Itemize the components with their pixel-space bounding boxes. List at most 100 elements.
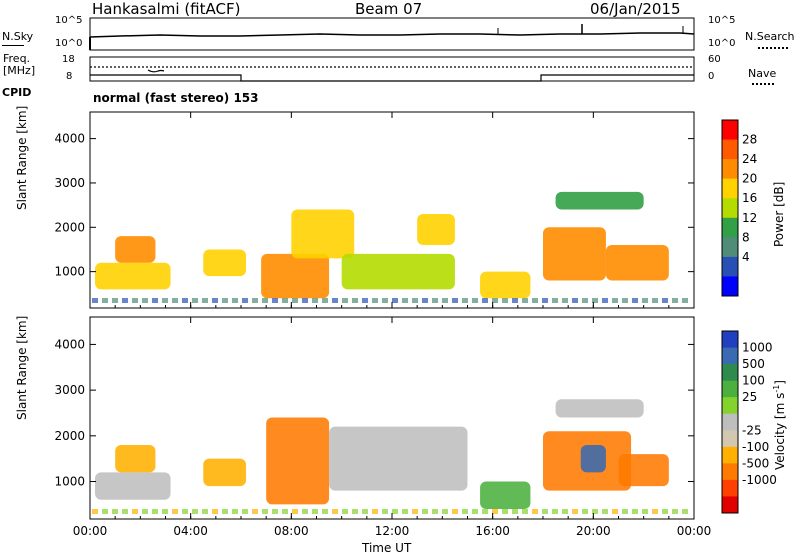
x-tick-label: 00:00: [73, 524, 108, 538]
y-tick-label: 1000: [54, 475, 85, 489]
power-ground-scatter: [382, 298, 388, 303]
noise-right-top: 10^5: [708, 15, 736, 26]
power-ground-scatter: [432, 298, 438, 303]
velocity-region-0: [95, 472, 171, 500]
velocity-ground-scatter: [382, 509, 388, 514]
nave-legend-line: [752, 83, 774, 85]
nsky-legend-line: [2, 45, 24, 46]
velocity-region-8: [618, 454, 669, 487]
velocity-region-7: [580, 444, 606, 473]
power-ground-scatter: [322, 298, 328, 303]
power-ground-scatter: [562, 298, 568, 303]
power-cbar-swatch: [722, 139, 738, 160]
power-region-3: [261, 253, 330, 299]
velocity-ground-scatter: [472, 509, 478, 514]
power-ground-scatter: [482, 298, 488, 303]
power-ground-scatter: [422, 298, 428, 303]
power-ground-scatter: [462, 298, 468, 303]
y-tick-label: 4000: [54, 337, 85, 351]
power-cbar-tick: 20: [742, 172, 757, 186]
velocity-ground-scatter: [332, 509, 338, 514]
nsearch-label: N.Search: [745, 30, 795, 43]
power-region-0: [95, 262, 171, 290]
velocity-cbar-swatch: [722, 496, 738, 514]
power-cbar-swatch: [722, 120, 738, 141]
power-ground-scatter: [152, 298, 158, 303]
velocity-region-1: [115, 444, 156, 473]
velocity-ground-scatter: [232, 509, 238, 514]
power-ground-scatter: [662, 298, 668, 303]
x-tick-label: 12:00: [375, 524, 410, 538]
velocity-cbar-swatch: [722, 397, 738, 415]
velocity-ground-scatter: [452, 509, 458, 514]
velocity-ground-scatter: [302, 509, 308, 514]
velocity-ground-scatter: [102, 509, 108, 514]
beam-title: Beam 07: [355, 0, 423, 18]
power-ground-scatter: [172, 298, 178, 303]
velocity-ylabel: Slant Range [km]: [15, 315, 29, 420]
x-tick-label: 20:00: [576, 524, 611, 538]
xaxis-label: Time UT: [362, 541, 412, 555]
velocity-region-5: [480, 481, 531, 509]
power-ground-scatter: [202, 298, 208, 303]
power-ground-scatter: [92, 298, 98, 303]
velocity-ground-scatter: [92, 509, 98, 514]
velocity-cbar-swatch: [722, 430, 738, 448]
velocity-ground-scatter: [142, 509, 148, 514]
power-cbar-tick: 24: [742, 152, 757, 166]
y-tick-label: 3000: [54, 383, 85, 397]
power-ground-scatter: [362, 298, 368, 303]
power-region-10: [555, 191, 644, 210]
x-tick-label: 04:00: [173, 524, 208, 538]
velocity-region-2: [203, 458, 247, 487]
power-ground-scatter: [452, 298, 458, 303]
velocity-ground-scatter: [682, 509, 688, 514]
velocity-ground-scatter: [642, 509, 648, 514]
velocity-ground-scatter: [192, 509, 198, 514]
power-ground-scatter: [282, 298, 288, 303]
velocity-ground-scatter: [592, 509, 598, 514]
power-ground-scatter: [142, 298, 148, 303]
power-region-8: [543, 227, 606, 281]
power-ground-scatter: [542, 298, 548, 303]
velocity-cbar-swatch: [722, 463, 738, 481]
velocity-ground-scatter: [442, 509, 448, 514]
power-ylabel: Slant Range [km]: [15, 105, 29, 210]
velocity-cbar-swatch: [722, 380, 738, 398]
velocity-ground-scatter: [312, 509, 318, 514]
power-ground-scatter: [262, 298, 268, 303]
velocity-ground-scatter: [512, 509, 518, 514]
velocity-region-3: [266, 417, 330, 505]
velocity-cbar-label-sup: -1: [772, 384, 781, 393]
noise-trace: [89, 32, 695, 38]
power-ground-scatter: [132, 298, 138, 303]
velocity-ground-scatter: [482, 509, 488, 514]
nsky-label: N.Sky: [2, 30, 34, 43]
power-region-2: [203, 249, 247, 277]
velocity-ground-scatter: [462, 509, 468, 514]
velocity-ground-scatter: [242, 509, 248, 514]
velocity-cbar-swatch: [722, 446, 738, 464]
velocity-ground-scatter: [612, 509, 618, 514]
power-ground-scatter: [332, 298, 338, 303]
power-ground-scatter: [642, 298, 648, 303]
nave-label: Nave: [748, 67, 777, 80]
power-ground-scatter: [232, 298, 238, 303]
power-ground-scatter: [622, 298, 628, 303]
power-ground-scatter: [372, 298, 378, 303]
velocity-ground-scatter: [162, 509, 168, 514]
velocity-ground-scatter: [132, 509, 138, 514]
power-region-1: [115, 236, 156, 263]
velocity-ground-scatter: [632, 509, 638, 514]
power-ground-scatter: [122, 298, 128, 303]
y-tick-label: 3000: [54, 176, 85, 190]
freq-panel-frame: [89, 56, 695, 82]
velocity-ground-scatter: [292, 509, 298, 514]
y-tick-label: 1000: [54, 265, 85, 279]
velocity-ground-scatter: [262, 509, 268, 514]
cpid-text: normal (fast stereo) 153: [93, 91, 259, 105]
velocity-ground-scatter: [342, 509, 348, 514]
velocity-ground-scatter: [212, 509, 218, 514]
velocity-ground-scatter: [402, 509, 408, 514]
velocity-ground-scatter: [432, 509, 438, 514]
